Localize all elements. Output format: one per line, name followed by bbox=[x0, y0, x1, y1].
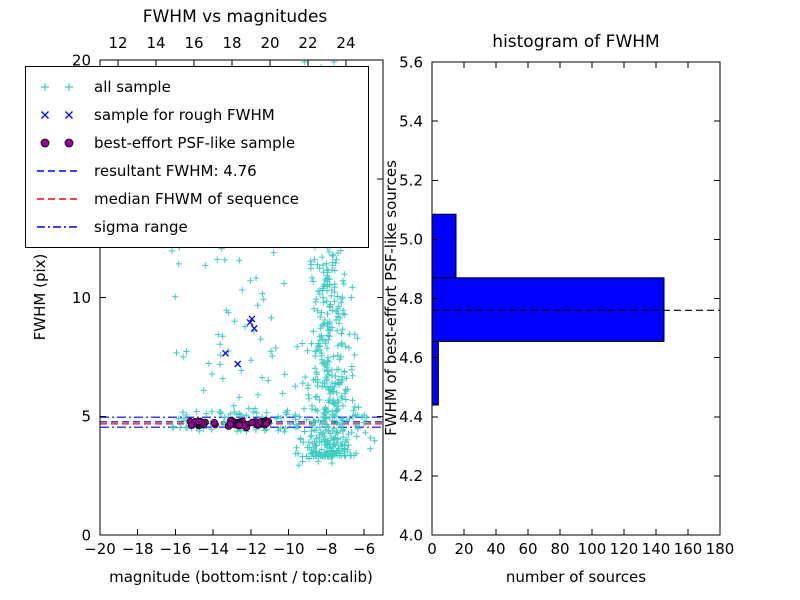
hist-bars bbox=[431, 213, 665, 406]
svg-text:10: 10 bbox=[72, 289, 91, 307]
svg-text:60: 60 bbox=[518, 540, 537, 558]
svg-text:80: 80 bbox=[550, 540, 569, 558]
right-axes-frame bbox=[431, 61, 721, 536]
legend-label: median FHWM of sequence bbox=[94, 190, 299, 208]
blue-dashed-line-icon bbox=[37, 170, 79, 172]
left-plot-ylabel: FWHM (pix) bbox=[31, 253, 49, 341]
hist-bar bbox=[431, 340, 439, 406]
legend-item-resultant-fwhm: resultant FWHM: 4.76 bbox=[34, 157, 368, 185]
svg-text:0: 0 bbox=[427, 540, 437, 558]
svg-text:−10: −10 bbox=[273, 540, 305, 558]
svg-text:22: 22 bbox=[298, 34, 317, 52]
legend-label: resultant FWHM: 4.76 bbox=[94, 162, 257, 180]
legend: all sample sample for rough FWHM best-ef… bbox=[25, 66, 369, 248]
svg-text:160: 160 bbox=[674, 540, 703, 558]
legend-item-rough-fwhm: sample for rough FWHM bbox=[34, 101, 368, 129]
svg-text:20: 20 bbox=[72, 51, 91, 69]
svg-text:20: 20 bbox=[260, 34, 279, 52]
legend-label: sigma range bbox=[94, 218, 188, 236]
left-axes-frame bbox=[99, 59, 384, 536]
svg-text:4.2: 4.2 bbox=[399, 467, 423, 485]
x-marker-icon bbox=[41, 111, 73, 119]
svg-text:5.0: 5.0 bbox=[399, 231, 423, 249]
svg-text:−20: −20 bbox=[84, 540, 116, 558]
svg-text:18: 18 bbox=[222, 34, 241, 52]
left-plot-data bbox=[100, 60, 383, 469]
svg-text:5.4: 5.4 bbox=[399, 112, 423, 130]
svg-text:4.4: 4.4 bbox=[399, 408, 423, 426]
svg-text:5: 5 bbox=[81, 408, 91, 426]
hist-bar bbox=[431, 213, 457, 279]
svg-text:5.6: 5.6 bbox=[399, 53, 423, 71]
left-plot-xlabel: magnitude (bottom:isnt / top:calib) bbox=[109, 568, 373, 586]
legend-label: all sample bbox=[94, 78, 171, 96]
svg-text:12: 12 bbox=[108, 34, 127, 52]
legend-item-median-fwhm: median FHWM of sequence bbox=[34, 185, 368, 213]
legend-item-psf-sample: best-effort PSF-like sample bbox=[34, 129, 368, 157]
psf-sample-points bbox=[186, 417, 272, 432]
svg-text:4.8: 4.8 bbox=[399, 290, 423, 308]
svg-text:−18: −18 bbox=[122, 540, 154, 558]
svg-text:4.6: 4.6 bbox=[399, 349, 423, 367]
right-plot-ylabel: FWHM of best-effort PSF-like sources bbox=[382, 160, 400, 436]
svg-text:180: 180 bbox=[706, 540, 735, 558]
svg-text:4.0: 4.0 bbox=[399, 526, 423, 544]
blue-dashdot-line-icon bbox=[37, 226, 79, 228]
svg-text:140: 140 bbox=[642, 540, 671, 558]
svg-text:120: 120 bbox=[610, 540, 639, 558]
svg-text:5.2: 5.2 bbox=[399, 172, 423, 190]
hist-bar bbox=[431, 277, 665, 342]
left-plot-title: FWHM vs magnitudes bbox=[142, 7, 328, 27]
svg-text:14: 14 bbox=[146, 34, 165, 52]
svg-text:40: 40 bbox=[486, 540, 505, 558]
svg-text:−12: −12 bbox=[235, 540, 267, 558]
right-plot-xlabel: number of sources bbox=[505, 568, 647, 586]
rough-fwhm-points bbox=[222, 315, 258, 368]
legend-label: sample for rough FWHM bbox=[94, 106, 275, 124]
svg-text:20: 20 bbox=[454, 540, 473, 558]
filled-circle-marker-icon bbox=[40, 138, 74, 148]
svg-text:0: 0 bbox=[81, 526, 91, 544]
legend-label: best-effort PSF-like sample bbox=[94, 134, 296, 152]
legend-item-all-sample: all sample bbox=[34, 73, 368, 101]
svg-text:−6: −6 bbox=[353, 540, 375, 558]
svg-text:−14: −14 bbox=[197, 540, 229, 558]
svg-text:−8: −8 bbox=[315, 540, 337, 558]
red-dashed-line-icon bbox=[37, 198, 79, 200]
legend-item-sigma-range: sigma range bbox=[34, 213, 368, 241]
right-plot-title: histogram of FWHM bbox=[492, 32, 660, 52]
svg-text:100: 100 bbox=[578, 540, 607, 558]
svg-text:−16: −16 bbox=[160, 540, 192, 558]
svg-text:16: 16 bbox=[184, 34, 203, 52]
svg-text:24: 24 bbox=[336, 34, 355, 52]
plus-marker-icon bbox=[41, 83, 73, 91]
